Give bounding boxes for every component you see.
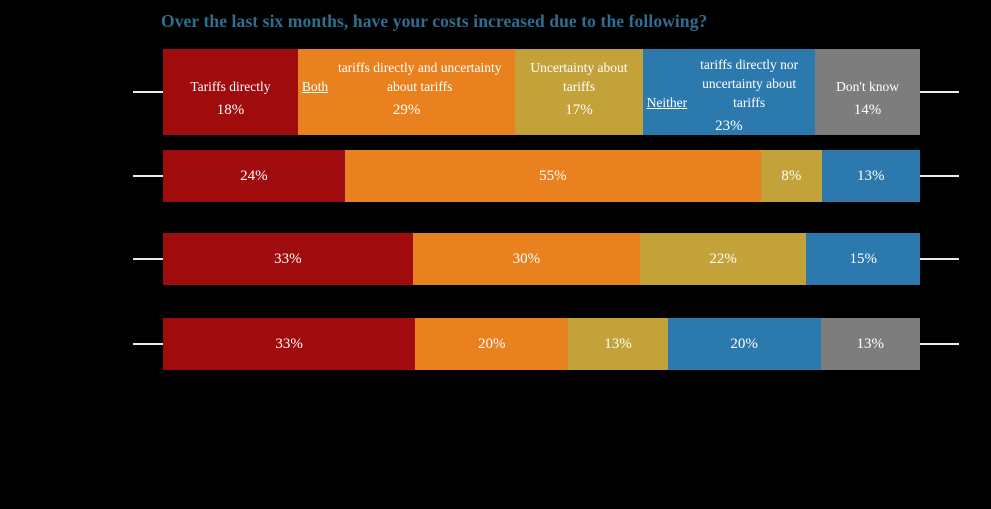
bar-row-2: 24% 55% 8% 13% [133,150,959,202]
segment-value-label: 14% [853,102,882,118]
segment-value-label: 15% [849,250,877,267]
segment-value-label: 13% [856,335,885,352]
segment-value-label: 22% [709,250,737,267]
axis-tick-left [133,343,163,345]
segment-value-label: 29% [392,102,421,118]
legend-label-underlined-word: Both [301,79,329,94]
legend-label-dont-know: Don't know [836,79,899,94]
segment-value-label: 18% [216,102,245,118]
legend-label-both-tariffs-and-uncertainty: Both tariffs directly and uncertainty ab… [301,60,502,94]
bar-row-4: 33% 20% 13% 20% 13% [133,318,959,370]
bar-segment-both-tariffs-and-uncertainty: 20% [415,318,569,370]
segment-value-label: 23% [715,118,743,134]
segment-value-label: 13% [604,335,632,352]
axis-tick-left [133,91,163,93]
bar-segment-tariffs-directly: 33% [163,233,413,285]
bar-segment-neither-tariffs-nor-uncertainty: 13% [821,150,920,202]
segment-value-label: 13% [857,167,885,184]
segment-value-label: 55% [539,167,567,184]
segment-value-label: 20% [478,335,506,352]
axis-tick-left [133,175,163,177]
segment-value-label: 33% [275,335,303,352]
bar-segment-dont-know: 13% [820,318,920,370]
bar-segment-tariffs-directly: 24% [163,150,345,202]
segment-value-label: 24% [240,167,268,184]
legend-label-underlined-word: Neither [646,95,688,110]
bar-row-1: Tariffs directly 18% Both tariffs directly… [133,49,959,135]
bar-segment-tariffs-directly: 33% [163,318,416,370]
bar-segment-neither-tariffs-nor-uncertainty: Neither tariffs directly nor uncertainty… [642,49,816,135]
axis-tick-left [133,258,163,260]
bar-segment-uncertainty-about-tariffs: 13% [568,318,668,370]
bar-segment-both-tariffs-and-uncertainty: 30% [412,233,640,285]
bar-segment-both-tariffs-and-uncertainty: Both tariffs directly and uncertainty ab… [297,49,516,135]
bar-segment-tariffs-directly: Tariffs directly 18% [163,49,298,135]
segment-value-label: 17% [565,102,593,118]
axis-tick-right [920,91,959,93]
segment-value-label: 8% [781,167,802,184]
axis-tick-right [920,343,959,345]
segment-value-label: 30% [512,250,541,267]
legend-label-uncertainty-about-tariffs: Uncertainty about tariffs [530,60,628,94]
bar-segment-dont-know: Don't know 14% [815,49,921,135]
chart-title: Over the last six months, have your cost… [161,11,708,31]
bar-segment-neither-tariffs-nor-uncertainty: 20% [667,318,821,370]
bar-row-3: 33% 30% 22% 15% [133,233,959,285]
bar-segment-both-tariffs-and-uncertainty: 55% [344,150,762,202]
legend-label-neither-tariffs-nor-uncertainty: Neither tariffs directly nor uncertainty… [646,57,799,110]
axis-tick-right [920,175,959,177]
legend-label-tariffs-directly: Tariffs directly [190,79,271,94]
bar-segment-uncertainty-about-tariffs: 8% [761,150,822,202]
bar-segment-uncertainty-about-tariffs: Uncertainty about tariffs 17% [515,49,643,135]
bar-segment-uncertainty-about-tariffs: 22% [639,233,807,285]
bar-segment-neither-tariffs-nor-uncertainty: 15% [806,233,920,285]
axis-tick-right [920,258,959,260]
segment-value-label: 20% [730,335,758,352]
segment-value-label: 33% [274,250,302,267]
